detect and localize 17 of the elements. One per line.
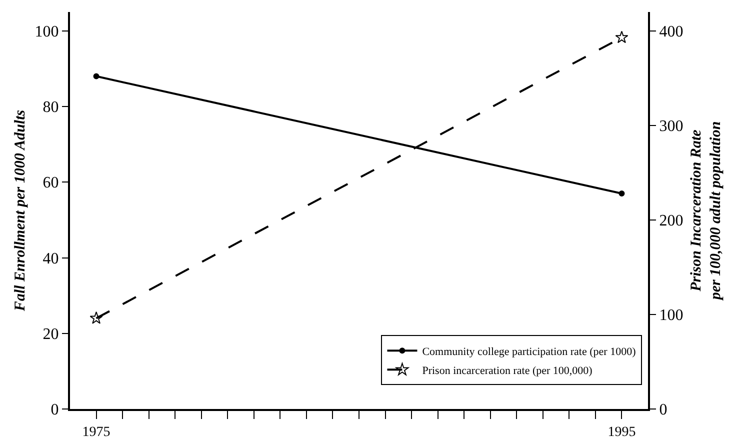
y-tick-label: 0 — [50, 402, 59, 419]
y2-axis-title: Prison Incarceration Rate per 100,000 adult population — [688, 121, 724, 302]
y-tick-label: 40 — [42, 250, 59, 268]
x-tick-label: 1975 — [82, 424, 110, 439]
y-tick-label: 100 — [34, 24, 59, 40]
y-tick-label: 60 — [42, 174, 59, 192]
legend-label: Prison incarceration rate (per 100,000) — [422, 364, 593, 377]
y-axis-title: Fall Enrollment per 1000 Adults — [12, 110, 29, 312]
y2-tick-label: 400 — [659, 24, 684, 40]
y-tick-label: 80 — [42, 99, 59, 116]
y2-tick-label: 0 — [659, 402, 668, 419]
y2-tick-label: 100 — [659, 307, 684, 324]
legend-label: Community college participation rate (per 1000) — [422, 346, 636, 358]
y2-tick-label: 200 — [659, 212, 684, 230]
y2-tick-label: 300 — [659, 118, 684, 136]
x-tick-label: 1995 — [608, 424, 636, 439]
y-tick-label: 20 — [42, 326, 59, 343]
